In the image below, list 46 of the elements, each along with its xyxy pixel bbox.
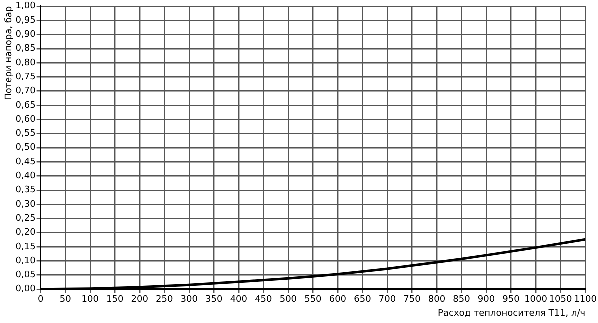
y-tick-label: 0,15 [16,242,36,252]
x-tick-label: 1100 [574,295,598,306]
y-tick-label: 0,25 [16,214,36,224]
y-tick-label: 0,05 [16,270,36,281]
y-tick-label: 0,30 [16,200,36,210]
x-tick-label: 600 [329,295,347,306]
y-tick-label: 0,50 [16,143,36,154]
x-tick-label: 150 [106,295,124,306]
x-tick-label: 750 [404,295,422,306]
y-tick-label: 0,40 [16,172,36,182]
x-tick-label: 500 [280,295,298,306]
x-tick-label: 100 [82,295,100,306]
y-tick-label: 0,60 [16,114,36,125]
x-tick-label: 400 [230,295,248,306]
y-axis-title: Потери напора, бар [4,6,15,100]
y-tick-label: 1,00 [16,2,36,12]
x-tick-label: 50 [60,295,72,306]
x-tick-label: 200 [131,295,149,306]
y-tick-label: 0,55 [16,129,36,140]
x-tick-label: 850 [453,295,471,306]
x-tick-label: 950 [502,295,520,306]
y-tick-label: 0,65 [16,100,36,111]
x-tick-label: 350 [206,295,224,306]
y-tick-label: 0,90 [16,30,36,40]
x-tick-label: 650 [354,295,372,306]
y-tick-label: 0,10 [16,256,36,266]
x-tick-label: 900 [478,295,496,306]
x-tick-label: 550 [304,295,322,306]
y-tick-label: 0,95 [16,16,36,26]
x-tick-label: 250 [156,295,174,306]
x-tick-label: 300 [180,295,198,306]
x-tick-label: 1050 [549,295,573,306]
y-tick-label: 0,00 [16,284,36,295]
y-tick-label: 0,20 [16,228,36,238]
x-tick-label: 0 [38,295,44,306]
y-tick-label: 0,45 [16,157,36,168]
y-tick-label: 0,70 [16,86,36,97]
y-tick-label: 0,75 [16,72,36,82]
y-tick-label: 0,35 [16,186,36,196]
x-tick-label: 800 [428,295,446,306]
x-tick-label: 700 [378,295,396,306]
y-tick-label: 0,80 [16,58,36,68]
y-tick-label: 0,85 [16,44,36,54]
x-axis-title: Расход теплоносителя Т11, л/ч [438,308,586,319]
x-tick-label: 1000 [524,295,548,306]
x-tick-label: 450 [255,295,273,306]
